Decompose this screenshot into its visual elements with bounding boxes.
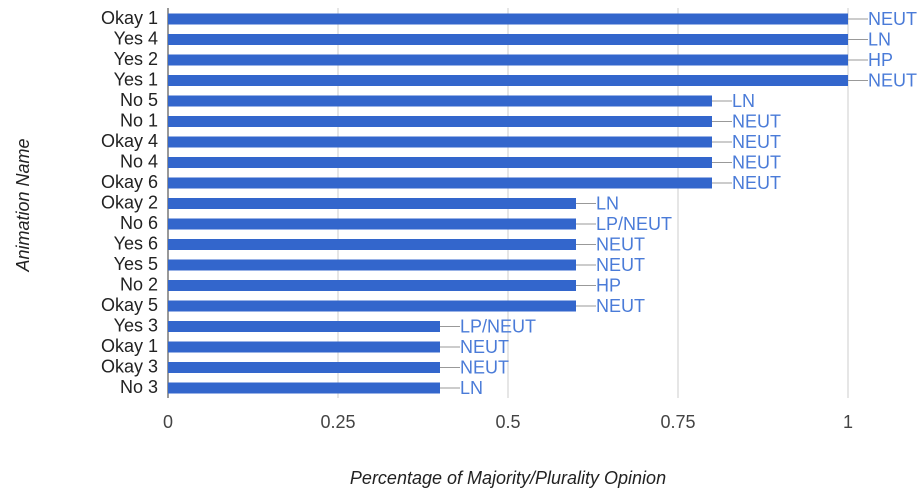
bar xyxy=(168,157,712,168)
y-tick-label: No 6 xyxy=(120,213,158,233)
bar xyxy=(168,321,440,332)
bar xyxy=(168,239,576,250)
annotation: NEUT xyxy=(460,357,509,377)
annotation: NEUT xyxy=(732,132,781,152)
bar xyxy=(168,218,576,230)
bar xyxy=(168,116,712,127)
bar xyxy=(168,382,440,394)
y-tick-label: Yes 1 xyxy=(114,69,158,89)
annotation: NEUT xyxy=(596,234,645,254)
annotation: NEUT xyxy=(596,255,645,275)
bar xyxy=(168,177,712,189)
y-tick-label: Okay 3 xyxy=(101,356,158,376)
y-tick-label: No 4 xyxy=(120,151,158,171)
y-tick-label: Okay 5 xyxy=(101,295,158,315)
annotation: LN xyxy=(596,193,619,213)
annotation: NEUT xyxy=(596,296,645,316)
annotation: NEUT xyxy=(460,337,509,357)
annotation: NEUT xyxy=(732,173,781,193)
y-tick-label: No 1 xyxy=(120,110,158,130)
annotation: NEUT xyxy=(732,152,781,172)
y-tick-label: Okay 4 xyxy=(101,131,158,151)
x-tick-label: 1 xyxy=(843,412,853,432)
bar xyxy=(168,198,576,209)
bar xyxy=(168,13,848,25)
y-tick-label: Okay 1 xyxy=(101,336,158,356)
y-tick-label: Yes 5 xyxy=(114,254,158,274)
bar xyxy=(168,362,440,373)
annotation: NEUT xyxy=(868,70,917,90)
bar xyxy=(168,75,848,86)
bar xyxy=(168,34,848,45)
y-tick-label: Yes 2 xyxy=(114,49,158,69)
y-tick-label: No 2 xyxy=(120,274,158,294)
annotation: NEUT xyxy=(868,9,917,29)
y-tick-label: Okay 6 xyxy=(101,172,158,192)
y-tick-label: Okay 2 xyxy=(101,192,158,212)
bar xyxy=(168,259,576,271)
bar xyxy=(168,341,440,353)
annotation: LN xyxy=(732,91,755,111)
x-tick-label: 0.75 xyxy=(660,412,695,432)
annotation: LP/NEUT xyxy=(460,316,536,336)
y-tick-label: Yes 6 xyxy=(114,233,158,253)
annotation: HP xyxy=(596,275,621,295)
y-tick-label: Yes 3 xyxy=(114,315,158,335)
bar xyxy=(168,136,712,148)
y-tick-label: No 5 xyxy=(120,90,158,110)
bar xyxy=(168,280,576,291)
bar xyxy=(168,54,848,66)
y-tick-label: No 3 xyxy=(120,377,158,397)
x-axis-title: Percentage of Majority/Plurality Opinion xyxy=(350,468,666,488)
annotation: HP xyxy=(868,50,893,70)
annotation: NEUT xyxy=(732,111,781,131)
y-tick-label: Okay 1 xyxy=(101,8,158,28)
x-tick-label: 0.5 xyxy=(495,412,520,432)
x-tick-label: 0 xyxy=(163,412,173,432)
annotation: LN xyxy=(460,378,483,398)
y-tick-label: Yes 4 xyxy=(114,28,158,48)
y-axis-title: Animation Name xyxy=(13,138,33,272)
x-tick-label: 0.25 xyxy=(320,412,355,432)
bar xyxy=(168,300,576,312)
annotation: LP/NEUT xyxy=(596,214,672,234)
bar xyxy=(168,95,712,107)
annotation: LN xyxy=(868,29,891,49)
